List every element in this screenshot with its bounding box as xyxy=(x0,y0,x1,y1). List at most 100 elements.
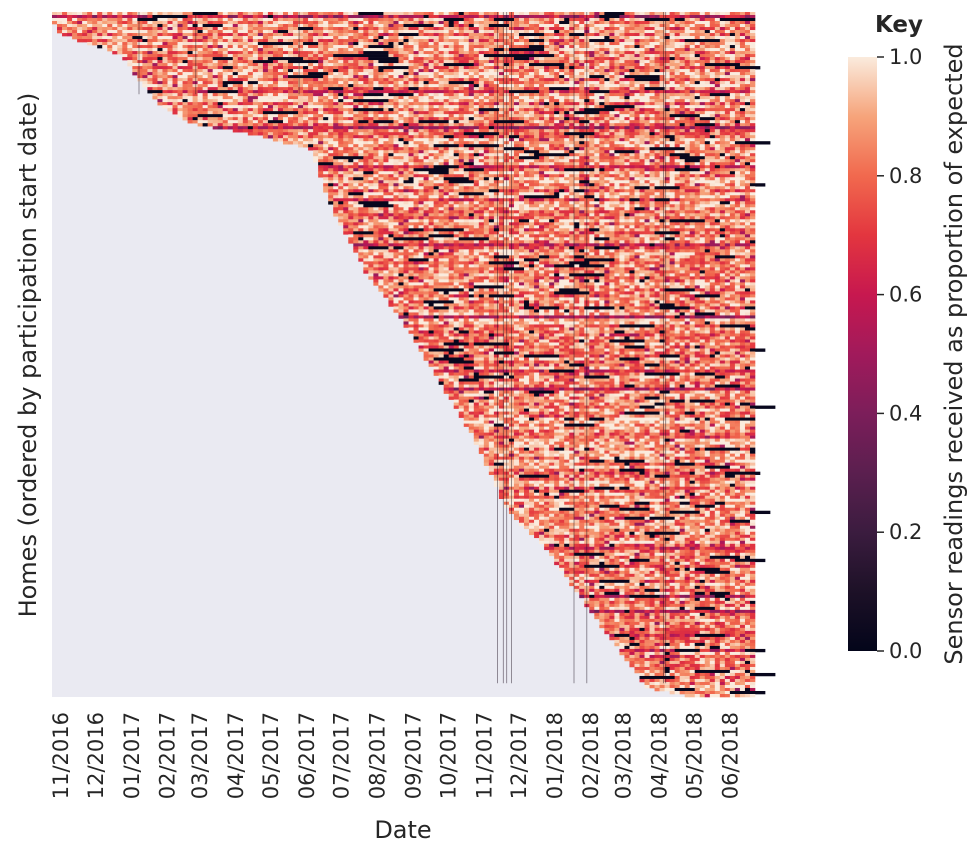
heatmap-cell xyxy=(629,78,635,82)
heatmap-cell xyxy=(202,63,208,67)
heatmap-cell xyxy=(744,108,751,112)
heatmap-cell xyxy=(664,138,670,142)
heatmap-cell xyxy=(418,21,424,25)
heatmap-cell xyxy=(388,36,394,40)
heatmap-cell xyxy=(534,57,540,61)
heatmap-cell xyxy=(338,105,344,109)
heatmap-cell xyxy=(554,81,560,85)
heatmap-cell xyxy=(554,126,560,130)
heatmap-cell xyxy=(428,36,434,40)
heatmap-cell xyxy=(338,90,344,94)
heatmap-cell xyxy=(679,30,685,34)
heatmap-cell xyxy=(549,60,555,64)
heatmap-cell xyxy=(277,66,284,70)
heatmap-cell xyxy=(609,132,615,136)
heatmap-cell xyxy=(343,126,349,130)
heatmap-cell xyxy=(564,24,570,28)
heatmap-cell xyxy=(604,54,610,58)
heatmap-cell xyxy=(277,99,284,103)
heatmap-cell xyxy=(674,15,680,19)
heatmap-cell xyxy=(182,21,188,25)
heatmap-cell xyxy=(162,78,168,82)
heatmap-cell xyxy=(217,36,224,40)
heatmap-cell xyxy=(172,108,178,112)
heatmap-cell xyxy=(172,51,178,55)
heatmap-cell xyxy=(463,15,470,19)
heatmap-cell xyxy=(393,24,399,28)
heatmap-cell xyxy=(724,102,731,106)
heatmap-cell xyxy=(157,96,163,100)
heatmap-cell xyxy=(594,21,600,25)
heatmap-cell xyxy=(282,48,289,52)
heatmap-cell xyxy=(252,24,259,28)
heatmap-cell xyxy=(674,54,680,58)
heatmap-cell xyxy=(147,30,153,34)
heatmap-cell xyxy=(232,108,239,112)
heatmap-cell xyxy=(544,39,550,43)
heatmap-cell xyxy=(689,63,696,67)
heatmap-cell xyxy=(629,60,635,64)
heatmap-cell xyxy=(524,93,530,97)
heatmap-cell xyxy=(559,75,565,79)
heatmap-cell xyxy=(187,96,193,100)
heatmap-cell xyxy=(549,30,555,34)
heatmap-cell xyxy=(624,120,630,124)
heatmap-cell xyxy=(403,45,409,49)
heatmap-cell xyxy=(488,60,495,64)
heatmap-cell xyxy=(699,54,706,58)
heatmap-cell xyxy=(664,129,670,133)
heatmap-cell xyxy=(589,12,595,16)
heatmap-cell xyxy=(328,63,334,67)
heatmap-cell xyxy=(438,75,444,79)
heatmap-cell xyxy=(599,33,605,37)
heatmap-cell xyxy=(524,78,530,82)
heatmap-cell xyxy=(413,96,419,100)
heatmap-cell xyxy=(247,120,254,124)
heatmap-cell xyxy=(654,114,660,118)
heatmap-cell xyxy=(674,135,680,139)
heatmap-cell xyxy=(544,66,550,70)
heatmap-cell xyxy=(62,24,68,28)
heatmap-cell xyxy=(323,21,329,25)
heatmap-cell xyxy=(609,51,615,55)
heatmap-cell xyxy=(594,129,600,133)
heatmap-cell xyxy=(714,51,721,55)
heatmap-cell xyxy=(564,93,570,97)
heatmap-cell xyxy=(684,12,691,16)
heatmap-cell xyxy=(142,42,148,46)
heatmap-cell xyxy=(518,18,525,22)
heatmap-cell xyxy=(579,54,585,58)
heatmap-cell xyxy=(478,69,485,73)
heatmap-cell xyxy=(473,39,480,43)
heatmap-cell xyxy=(232,114,239,118)
heatmap-cell xyxy=(408,78,414,82)
heatmap-cell xyxy=(428,114,434,118)
heatmap-cell xyxy=(227,96,234,100)
heatmap-cell xyxy=(418,132,424,136)
heatmap-cell xyxy=(438,60,444,64)
heatmap-cell xyxy=(498,12,505,16)
heatmap-cell xyxy=(142,54,148,58)
heatmap-cell xyxy=(544,96,550,100)
heatmap-cell xyxy=(639,99,645,103)
heatmap-cell xyxy=(202,12,218,16)
heatmap-cell xyxy=(714,123,721,127)
heatmap-cell xyxy=(734,84,741,88)
heatmap-cell xyxy=(463,30,470,34)
heatmap-cell xyxy=(192,63,198,67)
heatmap-cell xyxy=(659,102,665,106)
heatmap-cell xyxy=(303,132,309,136)
heatmap-cell xyxy=(267,93,274,97)
heatmap-cell xyxy=(262,102,269,106)
heatmap-cell xyxy=(252,132,259,136)
heatmap-cell xyxy=(649,18,670,22)
heatmap-cell xyxy=(463,72,470,76)
heatmap-cell xyxy=(599,96,605,100)
heatmap-cell xyxy=(463,132,485,136)
heatmap-cell xyxy=(167,57,173,61)
heatmap-cell xyxy=(207,39,213,43)
heatmap-cell xyxy=(654,90,660,94)
heatmap-cell xyxy=(157,84,163,88)
heatmap-cell xyxy=(694,60,701,64)
heatmap-cell xyxy=(142,45,148,49)
